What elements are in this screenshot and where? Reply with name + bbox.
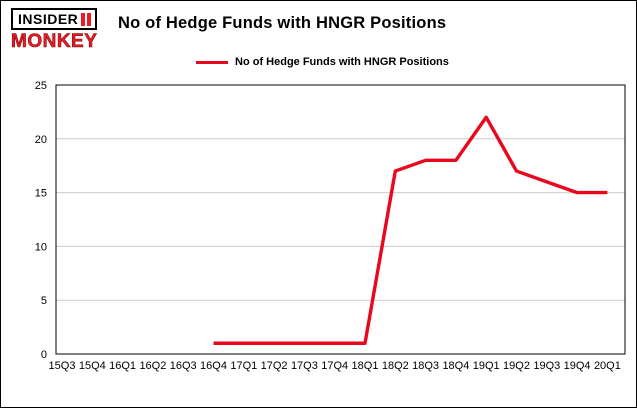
- logo-red-bars-icon: [81, 12, 92, 26]
- y-tick-label: 20: [35, 134, 47, 146]
- x-tick-label: 19Q4: [564, 360, 591, 372]
- legend: No of Hedge Funds with HNGR Positions: [196, 56, 449, 68]
- x-tick-label: 18Q1: [352, 360, 379, 372]
- x-tick-label: 16Q1: [109, 360, 136, 372]
- x-tick-label: 19Q3: [533, 360, 560, 372]
- x-tick-label: 18Q4: [442, 360, 469, 372]
- logo-monkey-text: MONKEY: [11, 31, 98, 52]
- chart-title: No of Hedge Funds with HNGR Positions: [118, 14, 447, 32]
- x-tick-label: 15Q3: [49, 360, 76, 372]
- y-tick-label: 15: [35, 188, 47, 200]
- x-tick-label: 19Q1: [473, 360, 500, 372]
- y-tick-label: 10: [35, 241, 47, 253]
- y-tick-label: 0: [41, 349, 47, 361]
- x-tick-label: 18Q2: [382, 360, 409, 372]
- x-tick-label: 18Q3: [412, 360, 439, 372]
- plot-border: [55, 84, 626, 355]
- legend-label: No of Hedge Funds with HNGR Positions: [235, 56, 449, 68]
- logo-insider-box: INSIDER: [11, 8, 98, 30]
- x-tick-label: 19Q2: [503, 360, 530, 372]
- series-line: [213, 115, 608, 345]
- x-tick-label: 17Q2: [261, 360, 288, 372]
- y-tick-label: 25: [35, 80, 47, 92]
- x-tick-label: 20Q1: [594, 360, 621, 372]
- x-tick-label: 17Q4: [321, 360, 348, 372]
- x-tick-label: 16Q3: [170, 360, 197, 372]
- x-tick-label: 16Q2: [139, 360, 166, 372]
- x-tick-label: 17Q3: [291, 360, 318, 372]
- insider-monkey-logo: INSIDER MONKEY: [11, 8, 111, 51]
- x-tick-label: 17Q1: [230, 360, 257, 372]
- y-tick-label: 5: [41, 295, 47, 307]
- legend-line-sample: [196, 60, 228, 64]
- logo-insider-text: INSIDER: [18, 11, 79, 27]
- x-tick-label: 16Q4: [200, 360, 227, 372]
- x-tick-label: 15Q4: [79, 360, 106, 372]
